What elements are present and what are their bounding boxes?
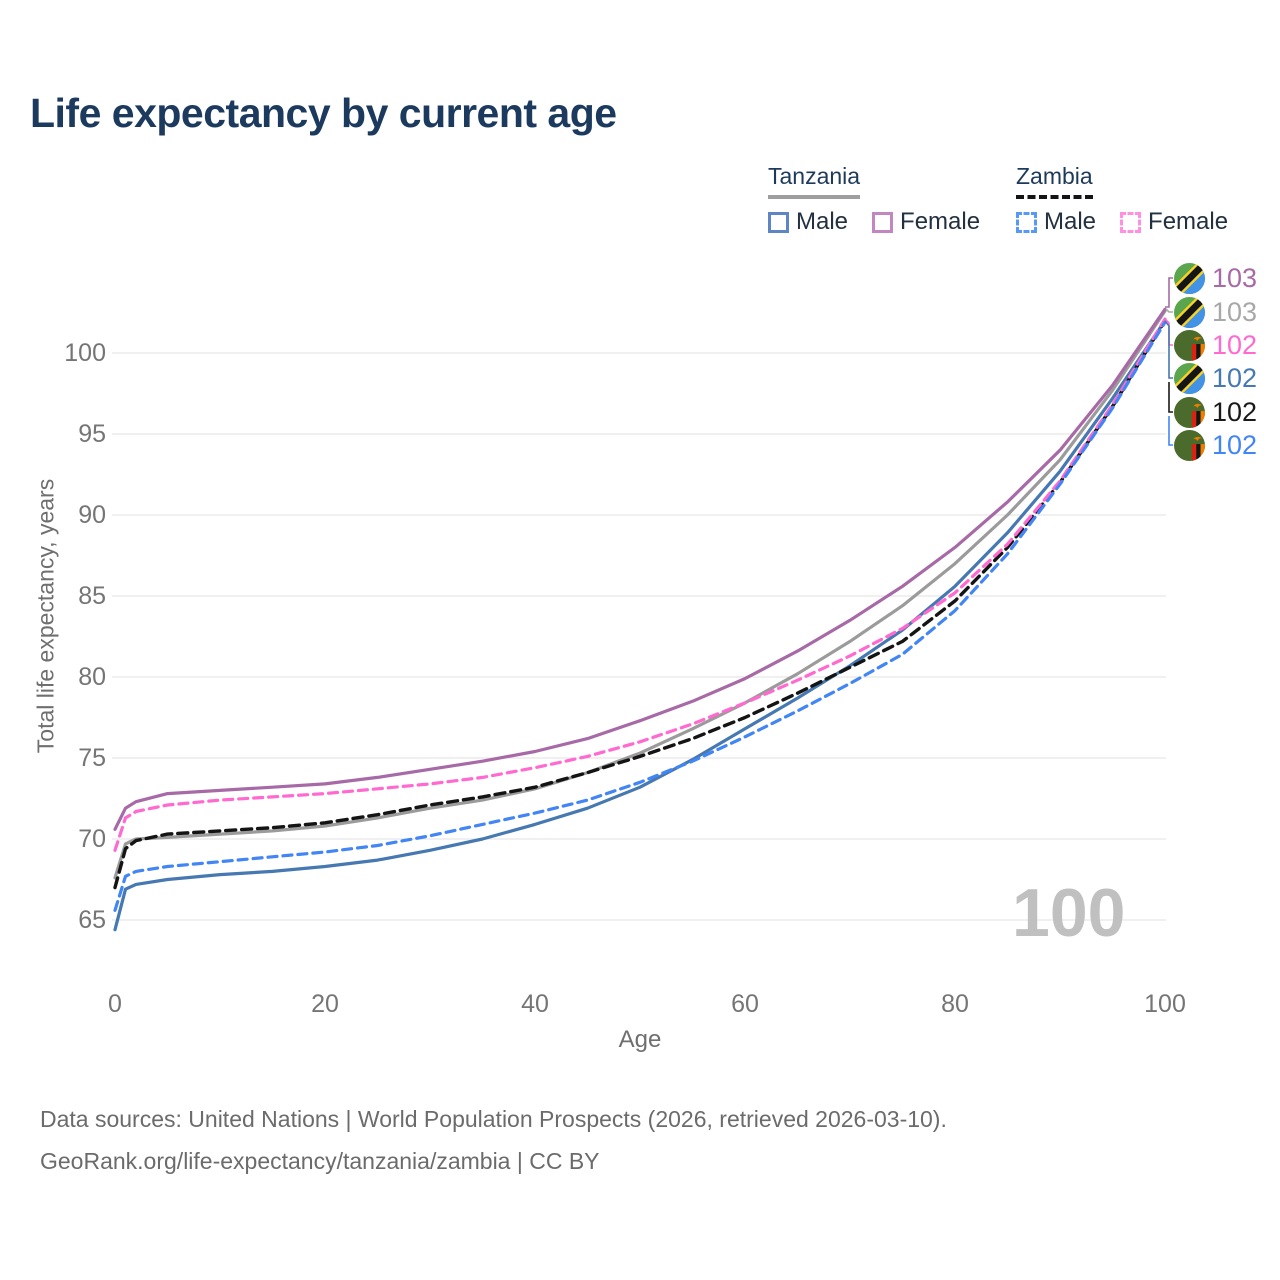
series-line-tanzania-female — [113, 307, 1167, 831]
zambia-female-swatch-icon — [1120, 211, 1142, 233]
legend-item-label: Female — [1148, 208, 1229, 235]
end-label-leader-line — [1165, 277, 1173, 308]
x-tick-label: 20 — [311, 990, 339, 1018]
x-tick-label: 60 — [731, 990, 759, 1018]
tanzania-flag-icon — [1174, 296, 1205, 328]
legend-group-tanzania: Tanzania Male Female — [768, 163, 980, 236]
legend-item-label: Female — [900, 208, 981, 235]
series-end-value: 102 — [1212, 330, 1258, 360]
page-title: Life expectancy by current age — [30, 90, 617, 136]
series-end-value: 102 — [1212, 363, 1258, 393]
legend-item-label: Male — [796, 208, 849, 235]
legend-item-tanzania-male[interactable]: Male — [768, 208, 848, 236]
zambia-flag-icon — [1174, 329, 1205, 361]
end-label-leader-line — [1168, 416, 1173, 446]
series-line-tanzania-male — [113, 319, 1167, 932]
end-label-leader-line — [1168, 382, 1173, 413]
y-tick-label: 95 — [78, 420, 106, 448]
x-tick-label: 40 — [521, 990, 549, 1018]
zambia-male-swatch-icon — [1016, 211, 1037, 233]
series-end-value: 103 — [1212, 263, 1258, 293]
legend-group-zambia: Zambia Male Female — [1016, 163, 1228, 236]
x-tick-label: 80 — [941, 990, 969, 1018]
watermark-age-indicator: 100 — [1012, 875, 1126, 951]
series-end-label-row: 103 — [1174, 296, 1257, 328]
y-tick-label: 100 — [64, 339, 106, 367]
x-tick-label: 0 — [108, 990, 122, 1018]
series-end-value: 102 — [1212, 430, 1258, 460]
end-label-leader-line — [1165, 308, 1173, 313]
zambia-flag-icon — [1174, 429, 1205, 461]
legend-country-tanzania[interactable]: Tanzania — [768, 163, 861, 199]
series-line-zambia — [113, 318, 1167, 890]
y-tick-label: 70 — [78, 825, 106, 853]
series-end-label-row: 102 — [1174, 429, 1257, 461]
zambia-flag-icon — [1174, 396, 1205, 428]
y-axis-title: Total life expectancy, years — [32, 478, 59, 754]
legend-item-label: Male — [1044, 208, 1097, 235]
tanzania-female-swatch-icon — [872, 211, 894, 233]
end-label-leader-line — [1164, 318, 1173, 346]
series-end-label-row: 102 — [1174, 329, 1257, 361]
tanzania-flag-icon — [1174, 362, 1205, 394]
end-label-leader-line — [1164, 320, 1173, 379]
attribution-note: GeoRank.org/life-expectancy/tanzania/zam… — [40, 1148, 600, 1174]
legend-item-zambia-female[interactable]: Female — [1120, 208, 1228, 236]
legend-item-tanzania-female[interactable]: Female — [872, 208, 980, 236]
legend-item-zambia-male[interactable]: Male — [1016, 208, 1096, 236]
series-line-zambia-female — [113, 317, 1167, 852]
zambia-flag-row: 102 — [1174, 396, 1257, 428]
series-line-tanzania — [113, 309, 1167, 880]
legend-country-zambia[interactable]: Zambia — [1016, 163, 1093, 199]
x-tick-label: 100 — [1144, 990, 1186, 1018]
series-line-zambia-male — [113, 320, 1167, 912]
tanzania-flag-icon — [1174, 262, 1205, 294]
y-tick-label: 65 — [78, 906, 106, 934]
series-end-label-row: 103 — [1174, 262, 1257, 294]
tanzania-male-swatch-icon — [768, 211, 789, 233]
x-axis-title: Age — [618, 1026, 662, 1053]
series-end-value: 102 — [1212, 397, 1258, 427]
data-source-note: Data sources: United Nations | World Pop… — [40, 1106, 947, 1132]
series-end-value: 103 — [1212, 297, 1258, 327]
series-end-label-row: 102 — [1174, 362, 1257, 394]
